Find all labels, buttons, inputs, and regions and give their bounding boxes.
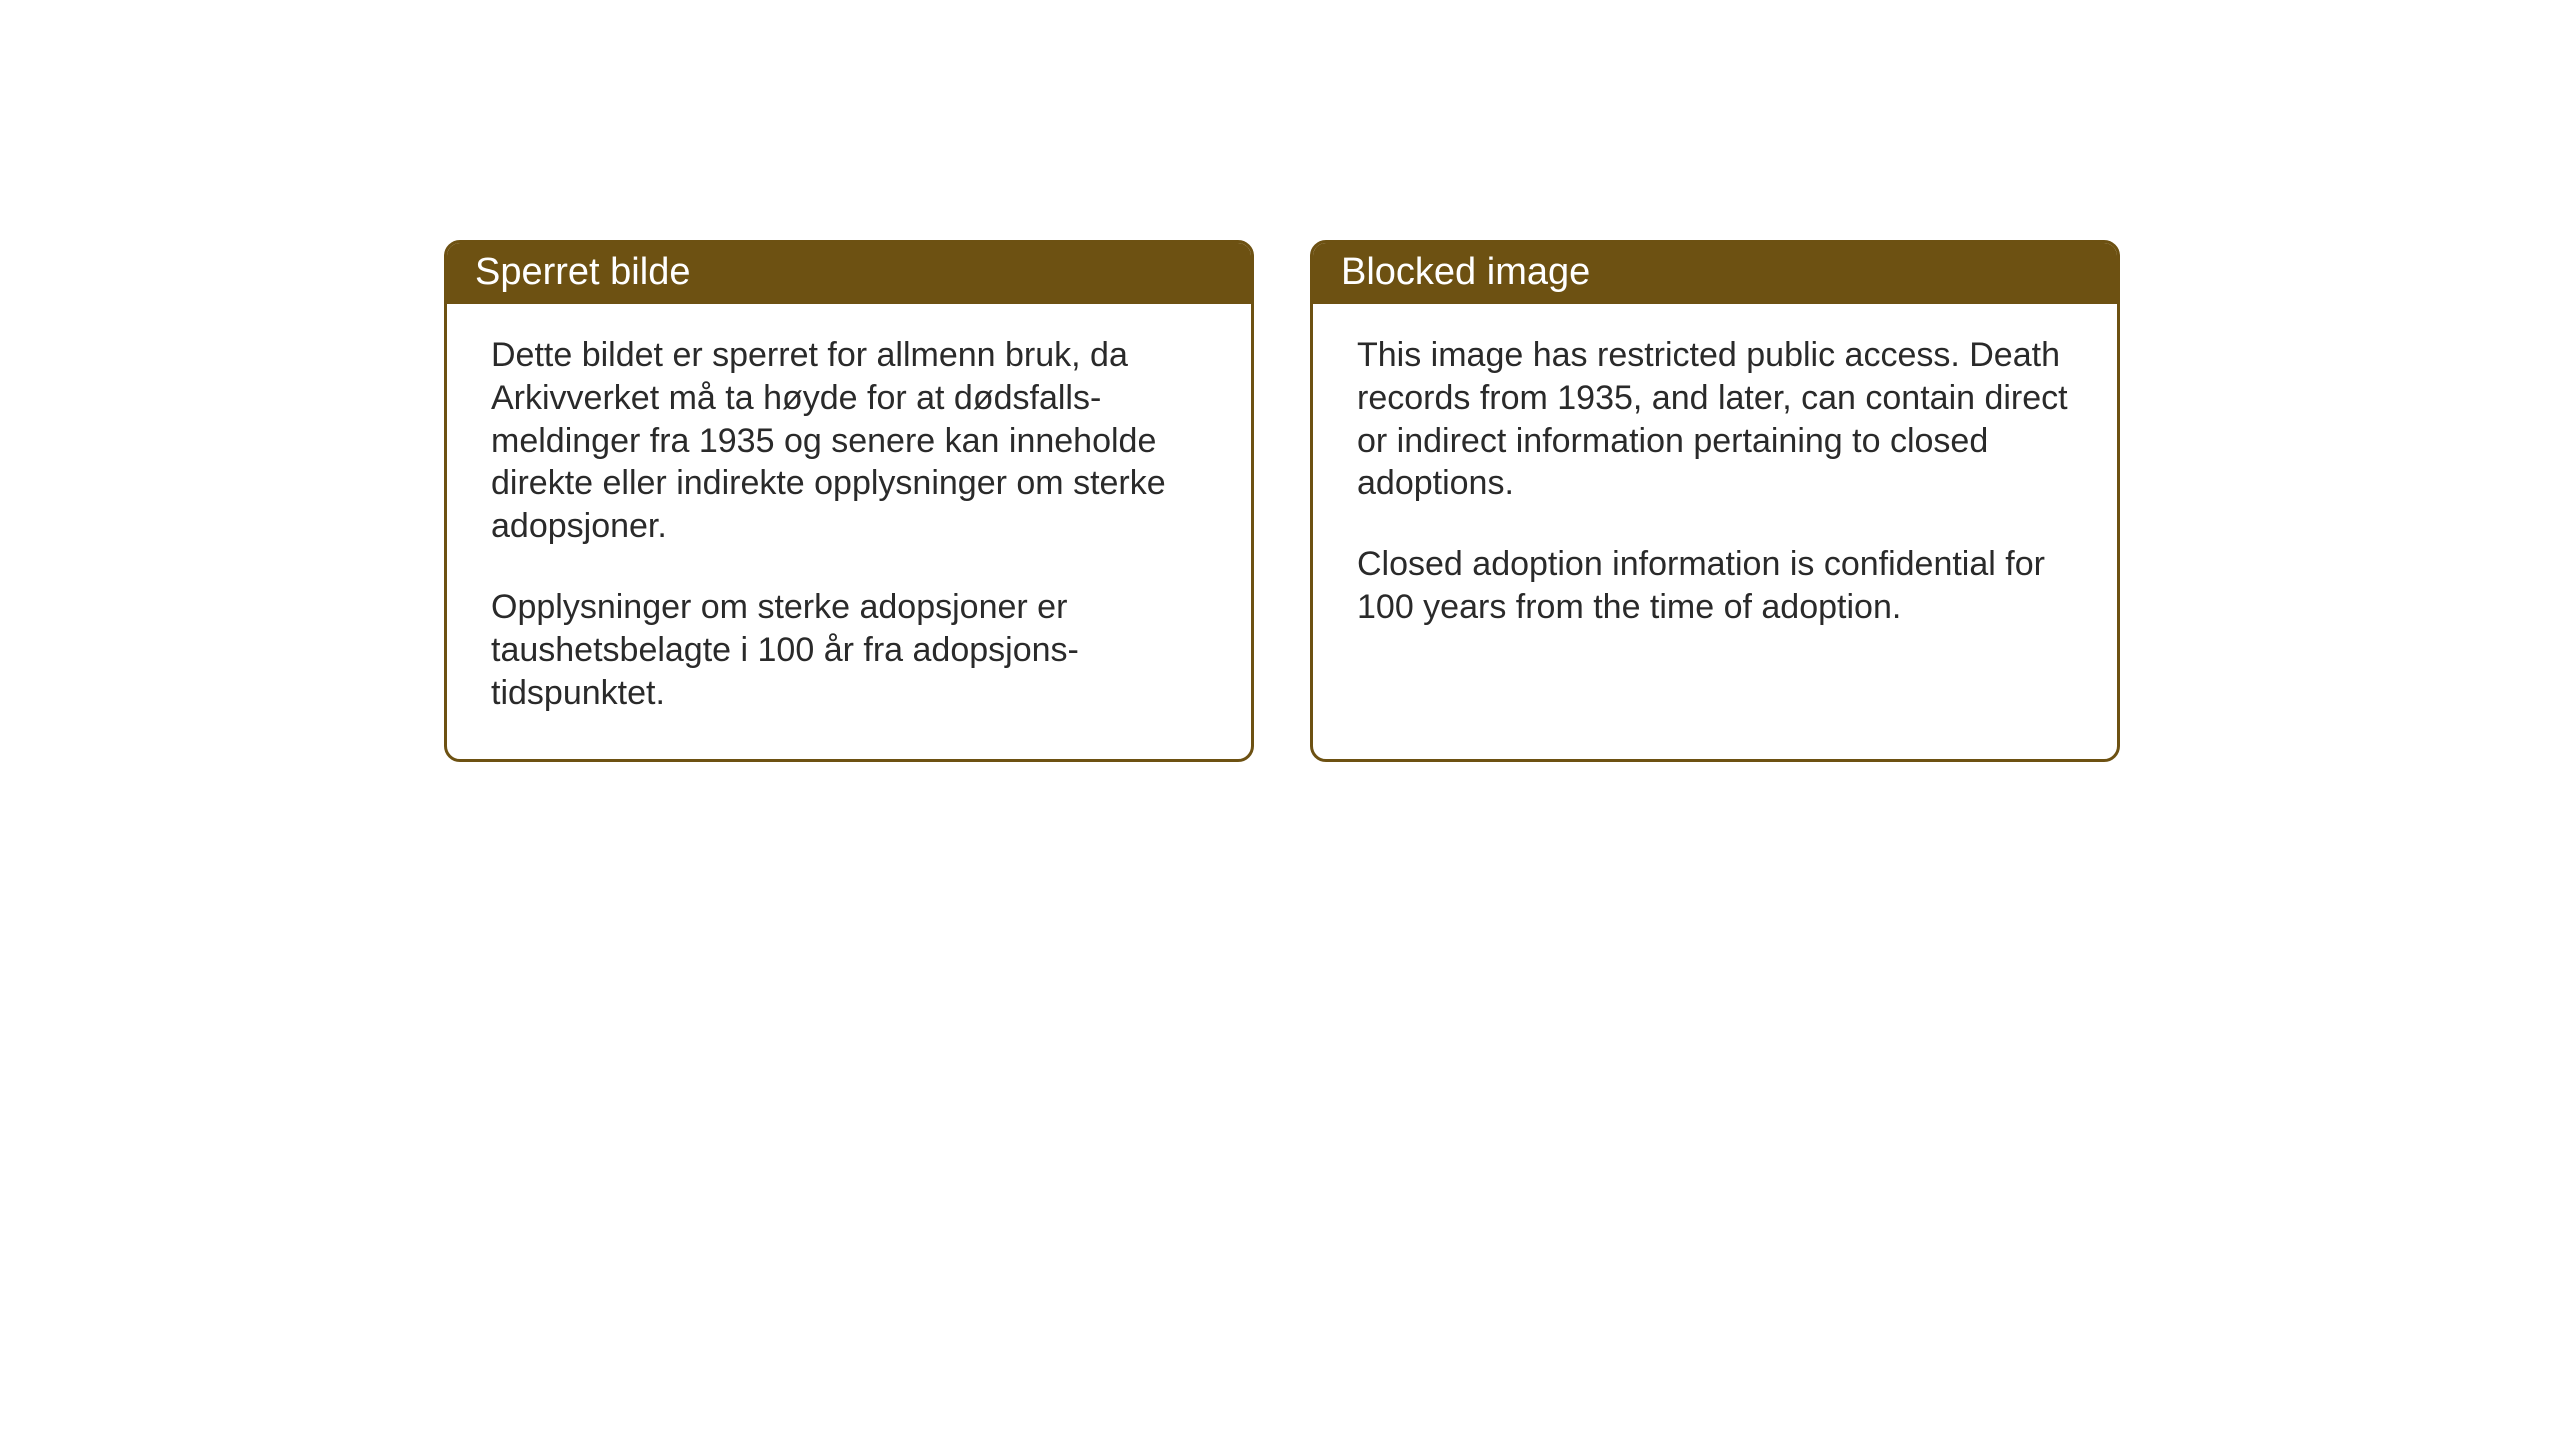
card-title-english: Blocked image: [1341, 251, 1590, 293]
notice-card-norwegian: Sperret bilde Dette bildet er sperret fo…: [444, 240, 1254, 762]
notice-card-english: Blocked image This image has restricted …: [1310, 240, 2120, 762]
card-body-norwegian: Dette bildet er sperret for allmenn bruk…: [447, 304, 1251, 759]
card-paragraph-norwegian-2: Opplysninger om sterke adopsjoner er tau…: [491, 586, 1207, 714]
card-header-norwegian: Sperret bilde: [447, 243, 1251, 304]
card-paragraph-english-1: This image has restricted public access.…: [1357, 334, 2073, 505]
card-header-english: Blocked image: [1313, 243, 2117, 304]
card-paragraph-english-2: Closed adoption information is confident…: [1357, 543, 2073, 629]
card-body-english: This image has restricted public access.…: [1313, 304, 2117, 673]
card-paragraph-norwegian-1: Dette bildet er sperret for allmenn bruk…: [491, 334, 1207, 548]
notice-container: Sperret bilde Dette bildet er sperret fo…: [444, 240, 2120, 762]
card-title-norwegian: Sperret bilde: [475, 251, 690, 293]
